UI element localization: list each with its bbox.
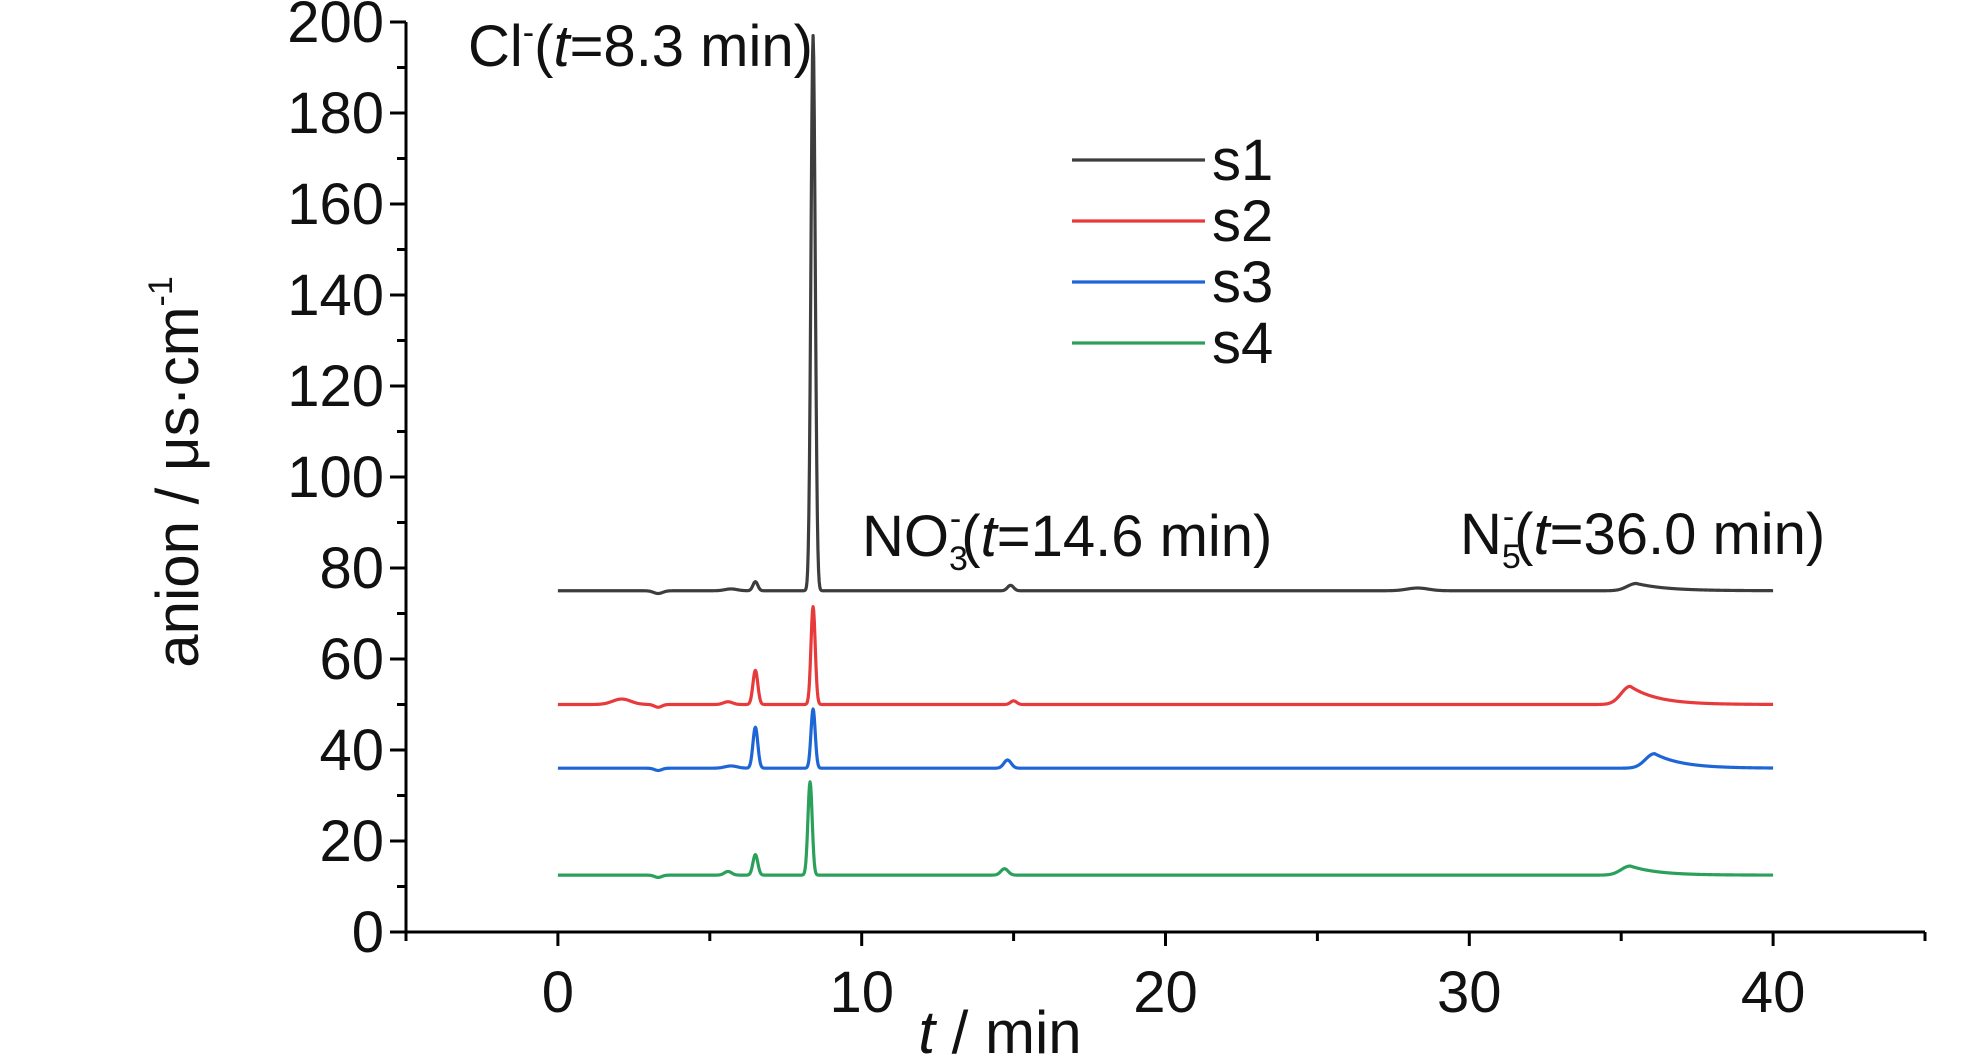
- y-tick-label: 180: [287, 81, 384, 146]
- annotation-nitrate: NO3-(t=14.6 min): [862, 500, 1272, 578]
- legend-label-s4: s4: [1212, 311, 1273, 376]
- y-tick-label: 120: [287, 354, 384, 419]
- y-axis-title: anion / μs·cm-1: [142, 276, 211, 668]
- x-tick-label: 30: [1437, 960, 1502, 1025]
- x-tick-label: 0: [542, 960, 574, 1025]
- trace-s4: [556, 780, 1775, 880]
- trace-s1: [556, 34, 1775, 596]
- x-tick-label: 40: [1741, 960, 1806, 1025]
- annotation-pentazolate: N5-(t=36.0 min): [1460, 498, 1825, 576]
- y-tick-label: 200: [287, 0, 384, 55]
- legend-label-s3: s3: [1212, 250, 1273, 315]
- axis-titles: t / min anion / μs·cm-1: [142, 276, 1082, 1063]
- y-tick-label: 160: [287, 172, 384, 237]
- traces: [556, 34, 1775, 880]
- peak-annotations: Cl-(t=8.3 min) NO3-(t=14.6 min) N5-(t=36.0…: [468, 14, 1825, 578]
- annotation-chloride: Cl-(t=8.3 min): [468, 14, 813, 79]
- y-tick-label: 40: [319, 718, 384, 783]
- ticks: 0 10 20 30 40 0 20 40 60 80 100 120 140 160 180 200: [287, 0, 1927, 1025]
- x-axis-title: t / min: [918, 999, 1081, 1063]
- x-tick-label: 10: [829, 960, 894, 1025]
- y-tick-label: 20: [319, 809, 384, 874]
- y-tick-label: 100: [287, 445, 384, 510]
- trace-s2: [556, 605, 1775, 709]
- y-tick-label: 60: [319, 627, 384, 692]
- y-tick-label: 0: [352, 900, 384, 965]
- legend-label-s1: s1: [1212, 128, 1273, 193]
- y-tick-label: 80: [319, 536, 384, 601]
- y-tick-label: 140: [287, 263, 384, 328]
- trace-s3: [556, 707, 1775, 773]
- legend-label-s2: s2: [1212, 189, 1273, 254]
- x-tick-label: 20: [1133, 960, 1198, 1025]
